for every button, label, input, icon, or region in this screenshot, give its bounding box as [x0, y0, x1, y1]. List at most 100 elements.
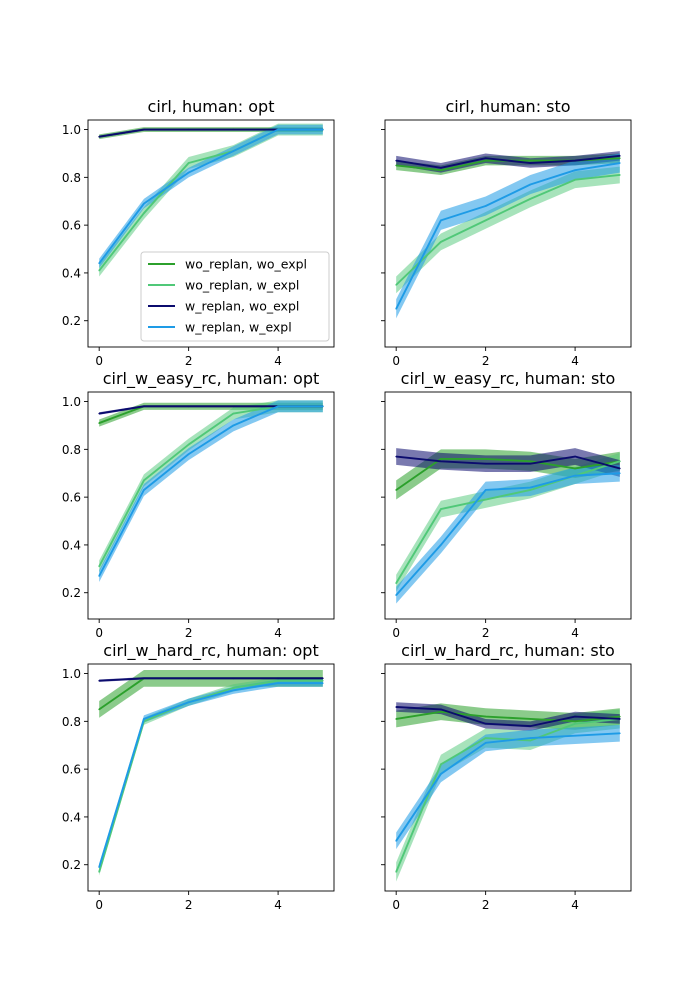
data-point: [395, 284, 397, 286]
x-tick-label: 0: [95, 626, 103, 640]
y-tick-label: 0.8: [62, 171, 81, 185]
x-tick-label: 2: [185, 354, 193, 368]
axes-frame: [87, 119, 335, 348]
data-point: [484, 715, 487, 718]
data-point: [619, 732, 621, 735]
data-point: [440, 458, 442, 460]
data-point: [574, 169, 576, 171]
y-tick-label: 0.6: [62, 491, 81, 505]
confidence-band: [396, 166, 620, 294]
data-point: [619, 718, 621, 720]
data-point: [484, 205, 487, 207]
data-point: [98, 262, 100, 265]
data-point: [529, 486, 532, 489]
x-tick-label: 2: [482, 626, 490, 640]
data-point: [484, 722, 487, 725]
data-point: [143, 677, 145, 680]
x-tick-label: 2: [185, 898, 193, 912]
data-point: [440, 763, 442, 766]
data-point: [143, 489, 145, 491]
data-point: [574, 467, 576, 470]
data-point: [232, 689, 235, 692]
data-point: [98, 269, 100, 272]
data-point: [484, 462, 487, 465]
y-tick-label: 0.2: [62, 314, 81, 328]
plot-area: [98, 400, 324, 582]
y-tick-label: 0.2: [62, 586, 81, 600]
data-point: [484, 159, 487, 162]
data-point: [529, 725, 532, 727]
data-point: [484, 157, 487, 160]
confidence-band: [396, 724, 620, 850]
series-line: [396, 706, 620, 728]
data-point: [395, 307, 397, 310]
data-point: [143, 202, 145, 205]
series-line: [395, 472, 620, 596]
data-point: [187, 677, 190, 680]
data-point: [484, 489, 487, 491]
data-point: [395, 840, 397, 842]
y-tick-label: 0.6: [62, 219, 81, 233]
data-point: [619, 157, 621, 160]
data-point: [484, 742, 487, 744]
data-point: [440, 219, 442, 222]
data-point: [484, 737, 487, 739]
data-point: [440, 773, 442, 775]
data-point: [232, 128, 235, 131]
confidence-band: [396, 702, 620, 731]
confidence-band: [396, 464, 620, 604]
data-point: [395, 455, 397, 458]
subplot-1: 0 2 4 0.2 0.4 0.6 0.8 1.0 cirl, human: opt wo_rep…: [62, 97, 335, 368]
subplot-title: cirl, human: sto: [445, 97, 570, 116]
subplot-title: cirl_w_easy_rc, human: sto: [401, 369, 616, 389]
data-point: [619, 472, 621, 475]
data-point: [322, 677, 324, 680]
data-point: [574, 474, 576, 477]
axes-frame: [87, 391, 335, 620]
y-tick-label: 0.8: [62, 715, 81, 729]
y-tick-label: 1.0: [62, 395, 81, 409]
data-point: [529, 198, 532, 200]
confidence-band: [396, 153, 620, 319]
data-point: [143, 212, 145, 214]
x-tick-label: 0: [392, 898, 400, 912]
data-point: [232, 677, 235, 680]
data-point: [440, 508, 442, 510]
x-tick-label: 4: [274, 898, 282, 912]
data-point: [143, 128, 145, 131]
data-point: [187, 162, 190, 164]
legend-label: w_replan, w_expl: [185, 320, 292, 335]
series-line: [98, 405, 323, 577]
data-point: [619, 467, 621, 470]
data-point: [574, 722, 576, 725]
subplot-3: 0 2 4 0.2 0.4 0.6 0.8 1.0 cirl_w_easy_rc, human:…: [62, 369, 335, 640]
y-tick-label: 0.4: [62, 810, 81, 824]
y-tick-label: 0.2: [62, 858, 81, 872]
x-tick-label: 2: [482, 354, 490, 368]
legend-label: wo_replan, w_expl: [185, 278, 299, 293]
subplot-6: 0 2 4 cirl_w_hard_rc, human: sto: [381, 641, 632, 912]
data-point: [322, 679, 324, 682]
data-point: [232, 412, 235, 415]
y-tick-label: 0.4: [62, 538, 81, 552]
data-point: [440, 708, 442, 711]
y-tick-label: 0.8: [62, 443, 81, 457]
subplot-title: cirl, human: opt: [148, 97, 275, 116]
data-point: [440, 544, 442, 546]
confidence-band: [396, 709, 620, 882]
data-point: [440, 460, 442, 463]
data-point: [232, 405, 235, 408]
axes-frame: [384, 119, 632, 348]
data-point: [529, 737, 532, 739]
subplot-title: cirl_w_hard_rc, human: sto: [401, 641, 615, 661]
data-point: [322, 405, 324, 408]
data-point: [322, 682, 324, 684]
data-point: [529, 162, 532, 164]
subplot-title: cirl_w_hard_rc, human: opt: [103, 641, 318, 661]
data-point: [395, 489, 397, 491]
x-tick-label: 4: [571, 898, 579, 912]
plot-area: [395, 448, 621, 604]
data-point: [619, 715, 621, 718]
confidence-band: [396, 448, 620, 477]
